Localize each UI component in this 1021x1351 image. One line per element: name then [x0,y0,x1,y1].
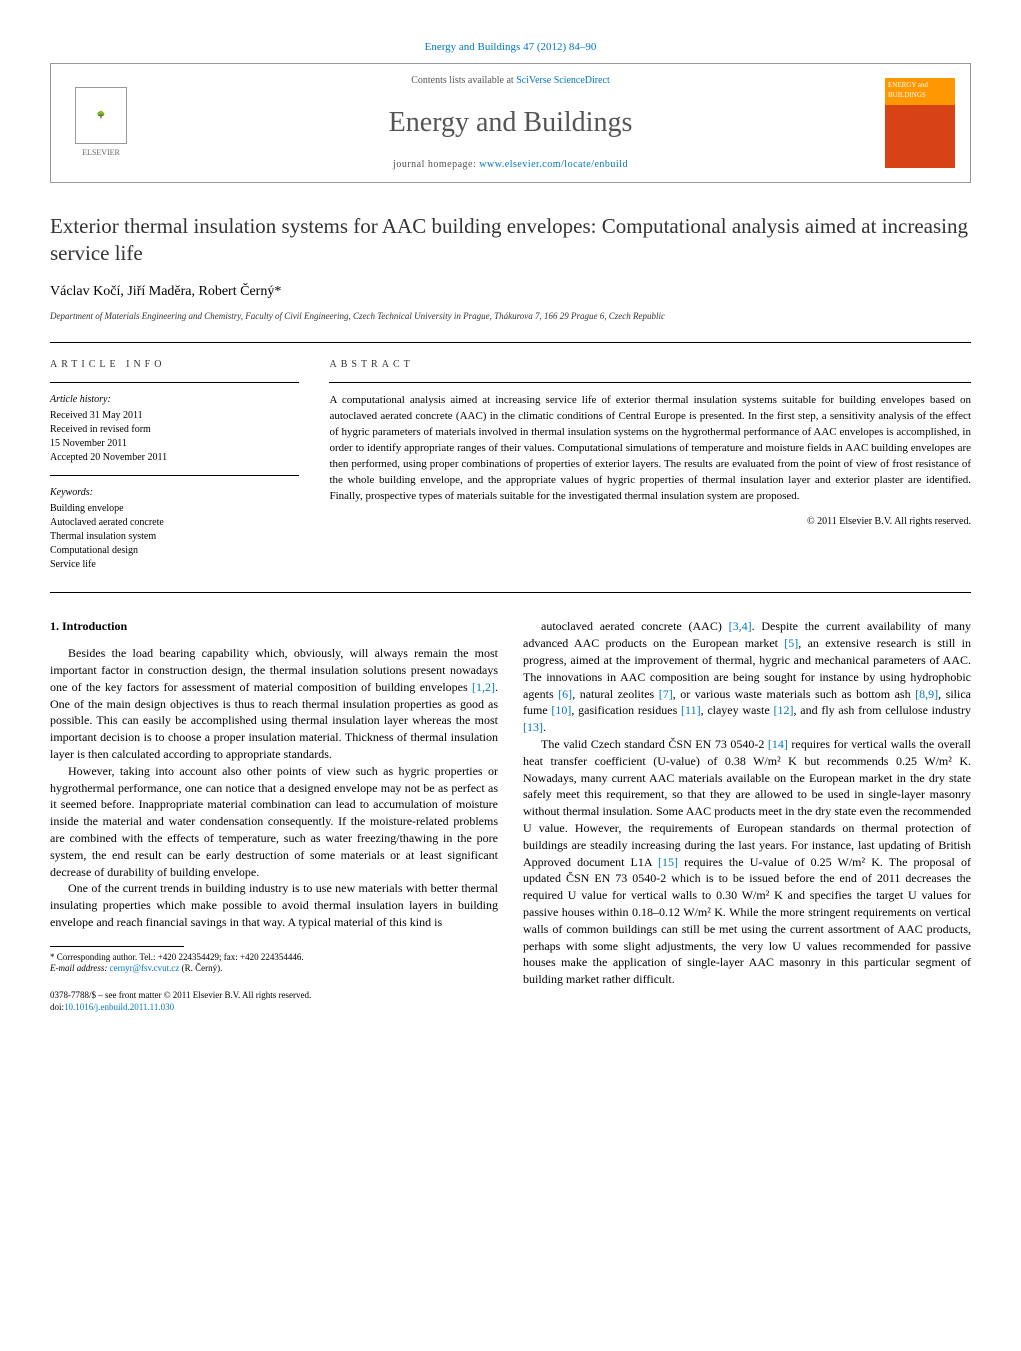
elsevier-logo: 🌳 ELSEVIER [66,83,136,163]
affiliation-line: Department of Materials Engineering and … [50,310,971,323]
homepage-prefix: journal homepage: [393,159,479,170]
publisher-name: ELSEVIER [82,147,120,158]
keywords-label: Keywords: [50,486,299,500]
info-divider-1 [50,382,299,383]
revised-date: 15 November 2011 [50,437,299,451]
article-title: Exterior thermal insulation systems for … [50,213,971,268]
body-p5: The valid Czech standard ČSN EN 73 0540-… [523,736,971,988]
journal-citation-header: Energy and Buildings 47 (2012) 84–90 [50,40,971,55]
header-center-block: Contents lists available at SciVerse Sci… [136,74,885,171]
abstract-heading: ABSTRACT [329,358,971,372]
email-suffix: (R. Černý). [179,963,222,973]
email-link[interactable]: cernyr@fsv.cvut.cz [110,963,180,973]
keyword-5: Service life [50,558,299,572]
issn-line: 0378-7788/$ – see front matter © 2011 El… [50,990,498,1002]
history-label: Article history: [50,393,299,407]
article-info-heading: ARTICLE INFO [50,358,299,372]
journal-name: Energy and Buildings [136,103,885,142]
sciencedirect-link[interactable]: SciVerse ScienceDirect [516,75,610,86]
authors-line: Václav Kočí, Jiří Maděra, Robert Černý* [50,282,971,302]
journal-header-box: 🌳 ELSEVIER Contents lists available at S… [50,63,971,182]
journal-cover-thumbnail: ENERGY and BUILDINGS [885,78,955,168]
revised-label: Received in revised form [50,423,299,437]
info-abstract-row: ARTICLE INFO Article history: Received 3… [50,358,971,572]
top-divider [50,342,971,343]
email-line: E-mail address: cernyr@fsv.cvut.cz (R. Č… [50,963,498,975]
elsevier-tree-icon: 🌳 [75,87,127,144]
homepage-link[interactable]: www.elsevier.com/locate/enbuild [479,159,628,170]
footnote-block: * Corresponding author. Tel.: +420 22435… [50,946,498,1014]
body-p2: However, taking into account also other … [50,763,498,881]
keyword-3: Thermal insulation system [50,530,299,544]
corresponding-author-footnote: * Corresponding author. Tel.: +420 22435… [50,952,498,975]
accepted-date: Accepted 20 November 2011 [50,451,299,465]
footer-meta: 0378-7788/$ – see front matter © 2011 El… [50,990,498,1013]
section-1-heading: 1. Introduction [50,618,498,635]
abstract-column: ABSTRACT A computational analysis aimed … [329,358,971,572]
corresponding-line: * Corresponding author. Tel.: +420 22435… [50,952,498,964]
footnote-divider [50,946,184,947]
keyword-4: Computational design [50,544,299,558]
bottom-divider [50,592,971,593]
contents-prefix: Contents lists available at [411,75,516,86]
info-divider-2 [50,475,299,476]
contents-available-line: Contents lists available at SciVerse Sci… [136,74,885,88]
body-p4: autoclaved aerated concrete (AAC) [3,4].… [523,618,971,736]
journal-homepage-line: journal homepage: www.elsevier.com/locat… [136,158,885,172]
doi-link[interactable]: 10.1016/j.enbuild.2011.11.030 [64,1002,174,1012]
body-p3: One of the current trends in building in… [50,880,498,930]
abstract-divider [329,382,971,383]
article-info-column: ARTICLE INFO Article history: Received 3… [50,358,299,572]
doi-label: doi: [50,1002,64,1012]
email-label: E-mail address: [50,963,110,973]
keyword-1: Building envelope [50,502,299,516]
received-date: Received 31 May 2011 [50,409,299,423]
keyword-2: Autoclaved aerated concrete [50,516,299,530]
doi-line: doi:10.1016/j.enbuild.2011.11.030 [50,1002,498,1014]
body-text-columns: 1. Introduction Besides the load bearing… [50,618,971,1013]
abstract-text: A computational analysis aimed at increa… [329,393,971,505]
abstract-copyright: © 2011 Elsevier B.V. All rights reserved… [329,515,971,529]
body-p1: Besides the load bearing capability whic… [50,645,498,763]
